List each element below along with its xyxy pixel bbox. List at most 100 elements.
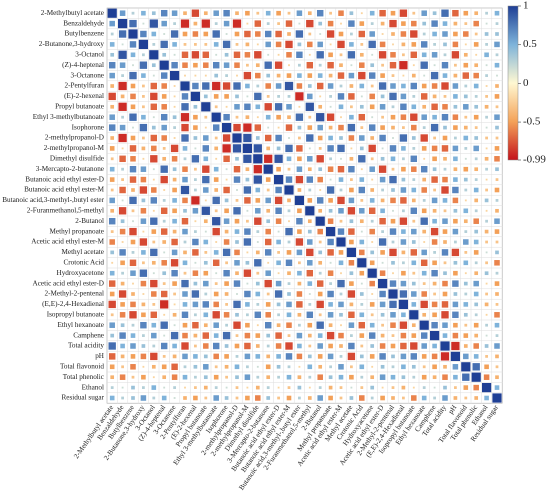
cell — [318, 147, 322, 150]
cell — [337, 40, 345, 49]
cell — [244, 103, 251, 111]
cell — [172, 198, 177, 203]
cell — [484, 364, 489, 370]
cell — [318, 167, 323, 172]
row-label: 3-Mercapto-2-butanone — [36, 165, 104, 173]
cell — [360, 199, 364, 202]
cell — [287, 209, 291, 213]
cell — [316, 82, 324, 90]
row-label: Dimethyl disulfide — [50, 154, 104, 162]
cell — [348, 165, 355, 173]
cell — [170, 331, 179, 340]
cell — [494, 146, 500, 151]
cell — [255, 72, 261, 79]
cell — [118, 81, 127, 91]
cell — [442, 280, 448, 287]
cell — [233, 300, 241, 309]
cell — [401, 146, 406, 151]
cell — [110, 157, 114, 161]
cell — [194, 167, 197, 171]
cell — [389, 19, 397, 28]
cell — [215, 241, 218, 243]
cell — [277, 251, 280, 254]
cell — [359, 208, 365, 214]
cell — [142, 386, 145, 389]
cell — [381, 63, 384, 67]
cell — [442, 291, 448, 297]
cell — [109, 177, 115, 182]
cell — [327, 353, 334, 360]
cell — [359, 292, 364, 296]
cell — [368, 40, 376, 49]
cell — [381, 33, 384, 35]
cell — [474, 167, 479, 172]
cell — [285, 40, 293, 49]
cell — [422, 21, 427, 26]
cell — [297, 229, 302, 234]
cell — [277, 126, 280, 129]
cell — [380, 312, 385, 317]
cell — [380, 156, 385, 161]
cell — [400, 93, 407, 100]
cell — [120, 260, 125, 266]
cell — [276, 302, 281, 307]
cell — [163, 386, 166, 389]
cell — [201, 206, 210, 215]
cell — [275, 207, 282, 215]
cell — [462, 373, 470, 381]
colorbar-tick-label: 1 — [523, 0, 529, 12]
cell — [391, 260, 395, 265]
cell — [392, 272, 394, 275]
cell — [172, 42, 177, 47]
cell — [474, 261, 478, 265]
cell — [463, 135, 469, 141]
cell — [276, 73, 281, 78]
cell — [441, 186, 449, 194]
cell — [485, 251, 488, 254]
colorbar-tick-label: 0.5 — [523, 38, 537, 50]
cell — [453, 156, 458, 162]
cell — [329, 157, 332, 161]
cell — [160, 207, 168, 215]
cell — [183, 11, 187, 16]
cell — [120, 343, 125, 349]
cell — [494, 94, 500, 99]
cell — [183, 396, 187, 400]
cell — [410, 113, 418, 121]
cell — [348, 197, 355, 204]
cell — [359, 135, 365, 141]
cell — [306, 269, 314, 277]
cell — [128, 29, 138, 39]
cell — [420, 61, 428, 69]
cell — [318, 260, 323, 265]
cell — [224, 94, 229, 99]
cell — [338, 208, 344, 214]
cell — [222, 82, 231, 90]
cell — [329, 365, 332, 369]
cell — [453, 396, 458, 400]
cell — [463, 52, 468, 57]
cell — [276, 166, 281, 172]
cell — [254, 51, 262, 59]
cell — [254, 217, 262, 225]
cell — [152, 168, 155, 171]
cell — [340, 324, 342, 327]
cell — [453, 292, 458, 296]
cell — [421, 270, 427, 276]
cell — [412, 375, 416, 379]
cell — [391, 74, 395, 77]
cell — [453, 167, 458, 172]
cell — [223, 113, 230, 121]
cell — [173, 137, 176, 139]
cell — [141, 10, 146, 16]
cell — [473, 343, 479, 349]
cell — [338, 177, 344, 182]
cell — [151, 125, 156, 130]
colorbar-tick-label: 0 — [523, 77, 529, 89]
cell — [287, 11, 291, 15]
cell — [203, 62, 209, 68]
cell — [379, 290, 386, 298]
cell — [182, 31, 188, 37]
cell — [295, 92, 304, 101]
cell — [121, 115, 124, 119]
